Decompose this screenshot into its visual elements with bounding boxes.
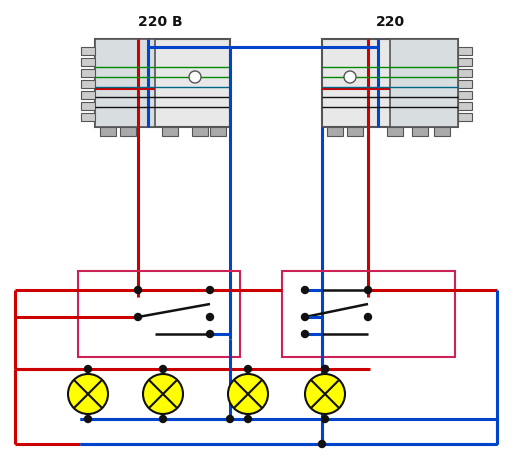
Bar <box>458 81 472 89</box>
Circle shape <box>134 287 142 294</box>
Bar <box>210 128 226 137</box>
Circle shape <box>322 366 328 373</box>
Circle shape <box>206 287 214 294</box>
Bar <box>100 128 116 137</box>
Bar <box>162 128 178 137</box>
Circle shape <box>226 415 234 423</box>
Bar <box>458 114 472 122</box>
Circle shape <box>322 366 328 373</box>
Bar <box>458 59 472 67</box>
Bar <box>390 40 458 128</box>
Circle shape <box>301 314 309 321</box>
Circle shape <box>322 415 328 423</box>
Circle shape <box>364 314 372 321</box>
Circle shape <box>301 331 309 338</box>
Circle shape <box>84 366 92 373</box>
Bar <box>81 114 95 122</box>
Bar <box>120 128 136 137</box>
Bar <box>327 128 343 137</box>
Bar <box>81 103 95 111</box>
Circle shape <box>189 72 201 84</box>
Bar <box>387 128 403 137</box>
Bar <box>192 128 208 137</box>
Bar <box>95 40 230 128</box>
Bar <box>347 128 363 137</box>
Circle shape <box>344 72 356 84</box>
Bar <box>81 81 95 89</box>
Circle shape <box>160 366 166 373</box>
Bar <box>81 92 95 100</box>
Bar <box>81 70 95 78</box>
Bar <box>282 271 455 357</box>
Circle shape <box>301 287 309 294</box>
Bar <box>458 103 472 111</box>
Bar <box>458 92 472 100</box>
Circle shape <box>206 331 214 338</box>
Circle shape <box>364 287 372 294</box>
Bar <box>322 40 458 128</box>
Text: 220 B: 220 B <box>138 15 183 29</box>
Circle shape <box>318 441 326 448</box>
Circle shape <box>143 374 183 414</box>
Circle shape <box>245 366 251 373</box>
Circle shape <box>228 374 268 414</box>
Circle shape <box>245 415 251 423</box>
Bar <box>78 271 240 357</box>
Bar <box>95 40 155 128</box>
Bar <box>458 48 472 56</box>
Circle shape <box>206 314 214 321</box>
Circle shape <box>68 374 108 414</box>
Bar <box>458 70 472 78</box>
Circle shape <box>134 314 142 321</box>
Circle shape <box>160 415 166 423</box>
Text: 220: 220 <box>375 15 405 29</box>
Circle shape <box>305 374 345 414</box>
Bar <box>81 48 95 56</box>
Circle shape <box>84 415 92 423</box>
Bar <box>412 128 428 137</box>
Bar <box>434 128 450 137</box>
Bar <box>81 59 95 67</box>
